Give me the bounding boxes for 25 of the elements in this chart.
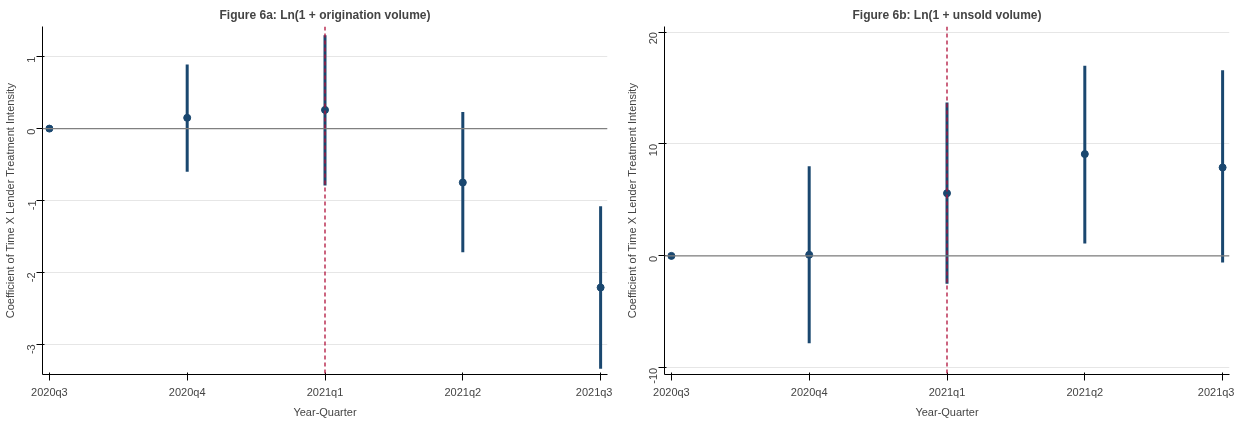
x-axis-title: Year-Quarter (293, 405, 357, 418)
x-tick-label: 2020q4 (168, 385, 206, 398)
x-tick-label: 2021q3 (575, 385, 613, 398)
y-tick-label: 0 (25, 128, 38, 135)
y-axis-title: Coefficient of Time X Lender Treatment Intensity (3, 82, 16, 319)
x-tick-label: 2021q3 (1197, 385, 1235, 398)
x-tick-label: 2020q4 (790, 385, 828, 398)
chart-title: Figure 6a: Ln(1 + origination volume) (219, 7, 431, 22)
y-axis-title: Coefficient of Time X Lender Treatment Intensity (625, 82, 638, 319)
y-tick-label: 20 (647, 32, 660, 45)
y-tick-label: -2 (25, 272, 38, 283)
y-tick-label: 10 (647, 143, 660, 157)
chart-title: Figure 6b: Ln(1 + unsold volume) (852, 7, 1042, 22)
x-tick-label: 2020q3 (31, 385, 68, 398)
y-tick-label: -1 (25, 200, 38, 211)
x-axis-title: Year-Quarter (915, 405, 979, 418)
x-tick-label: 2021q2 (444, 385, 482, 398)
y-tick-label: -10 (647, 367, 660, 384)
x-tick-label: 2021q1 (928, 385, 966, 398)
y-tick-label: 1 (25, 56, 38, 63)
x-tick-label: 2021q2 (1066, 385, 1104, 398)
y-tick-label: 0 (647, 255, 660, 263)
y-tick-label: -3 (25, 344, 38, 355)
x-tick-label: 2021q1 (306, 385, 344, 398)
x-tick-label: 2020q3 (653, 385, 690, 398)
